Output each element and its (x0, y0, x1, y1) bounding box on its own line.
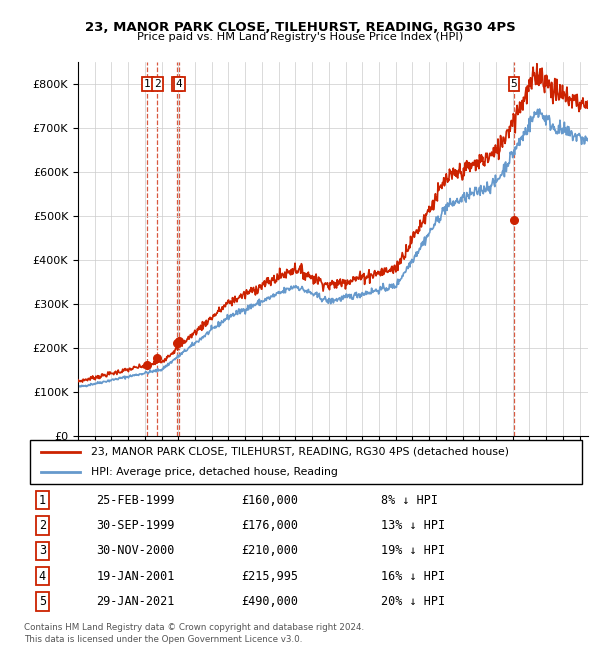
Text: HPI: Average price, detached house, Reading: HPI: Average price, detached house, Read… (91, 467, 338, 477)
Text: 29-JAN-2021: 29-JAN-2021 (97, 595, 175, 608)
Text: £490,000: £490,000 (242, 595, 299, 608)
Text: 20% ↓ HPI: 20% ↓ HPI (381, 595, 445, 608)
Text: 23, MANOR PARK CLOSE, TILEHURST, READING, RG30 4PS (detached house): 23, MANOR PARK CLOSE, TILEHURST, READING… (91, 447, 509, 457)
Text: 19% ↓ HPI: 19% ↓ HPI (381, 545, 445, 558)
Text: 3: 3 (39, 545, 46, 558)
Text: 23, MANOR PARK CLOSE, TILEHURST, READING, RG30 4PS: 23, MANOR PARK CLOSE, TILEHURST, READING… (85, 21, 515, 34)
Text: 8% ↓ HPI: 8% ↓ HPI (381, 494, 438, 507)
Text: 2: 2 (39, 519, 46, 532)
Text: £176,000: £176,000 (242, 519, 299, 532)
Text: 5: 5 (511, 79, 517, 89)
Text: This data is licensed under the Open Government Licence v3.0.: This data is licensed under the Open Gov… (24, 634, 302, 644)
Text: 30-NOV-2000: 30-NOV-2000 (97, 545, 175, 558)
Text: £210,000: £210,000 (242, 545, 299, 558)
Text: 13% ↓ HPI: 13% ↓ HPI (381, 519, 445, 532)
Text: 5: 5 (39, 595, 46, 608)
Text: 1: 1 (39, 494, 46, 507)
Text: 30-SEP-1999: 30-SEP-1999 (97, 519, 175, 532)
Text: 25-FEB-1999: 25-FEB-1999 (97, 494, 175, 507)
Text: 4: 4 (39, 569, 46, 583)
Text: 2: 2 (154, 79, 161, 89)
Text: 19-JAN-2001: 19-JAN-2001 (97, 569, 175, 583)
Text: Price paid vs. HM Land Registry's House Price Index (HPI): Price paid vs. HM Land Registry's House … (137, 32, 463, 42)
Text: 16% ↓ HPI: 16% ↓ HPI (381, 569, 445, 583)
Text: 4: 4 (176, 79, 182, 89)
Text: £160,000: £160,000 (242, 494, 299, 507)
FancyBboxPatch shape (30, 440, 582, 484)
Text: 3: 3 (173, 79, 181, 89)
Text: Contains HM Land Registry data © Crown copyright and database right 2024.: Contains HM Land Registry data © Crown c… (24, 623, 364, 632)
Text: £215,995: £215,995 (242, 569, 299, 583)
Text: 1: 1 (144, 79, 151, 89)
